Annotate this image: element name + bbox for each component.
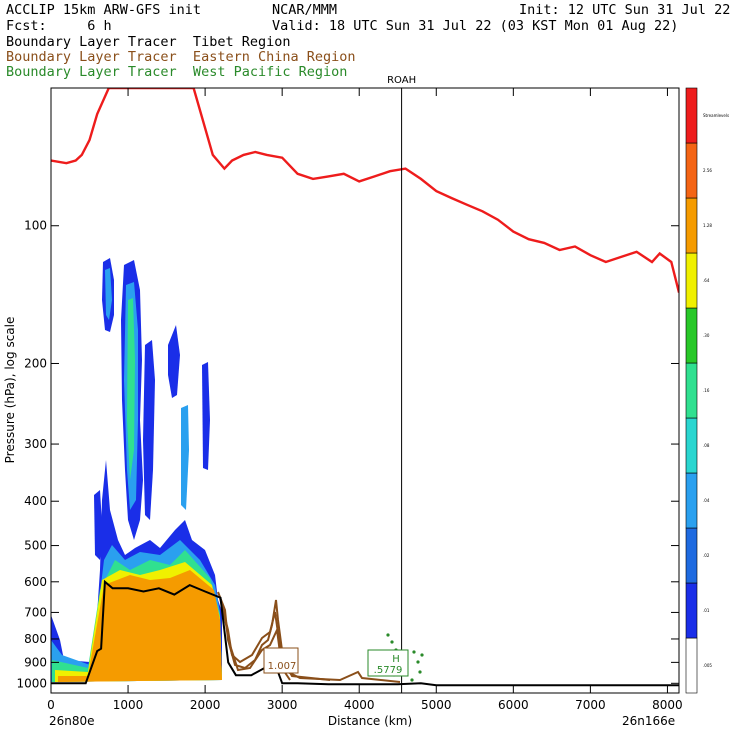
colorbar-swatch	[685, 637, 698, 694]
valid-time: Valid: 18 UTC Sun 31 Jul 22 (03 KST Mon …	[272, 18, 679, 34]
colorbar-level-label: .30	[703, 333, 710, 338]
colorbar-swatch	[685, 197, 698, 254]
colorbar-swatch	[685, 362, 698, 419]
terrain-line	[51, 579, 679, 687]
colorbar: .005 .01 .02 .04 .08 .16 .30 .64 1.28 2.56 Streaml…	[685, 87, 729, 694]
colorbar-swatch	[685, 252, 698, 309]
y-axis-label: Pressure (hPa), log scale	[3, 317, 17, 464]
y-tick-label: 900	[24, 655, 47, 669]
colorbar-swatch	[685, 87, 698, 144]
x-tick-label: 8000	[652, 698, 683, 712]
tracer-shading	[51, 258, 222, 682]
colorbar-swatch	[685, 142, 698, 199]
colorbar-swatch	[685, 307, 698, 364]
init-time: Init: 12 UTC Sun 31 Jul 22	[519, 2, 731, 18]
x-tick-label: 4000	[344, 698, 375, 712]
annotation-west-pacific-h: H	[392, 654, 400, 665]
tracer-label-west-pacific: Boundary Layer Tracer West Pacific Regio…	[6, 64, 348, 80]
start-location-label: 26n80e	[49, 714, 95, 728]
y-axis-ticks: 100 200 300 400 500 600 700 800 900 1000	[16, 219, 679, 690]
x-axis-label: Distance (km)	[328, 714, 412, 728]
colorbar-swatch	[685, 527, 698, 584]
x-tick-label: 0	[47, 698, 55, 712]
colorbar-level-label: .04	[703, 498, 710, 503]
end-location-label: 26n166e	[622, 714, 675, 728]
annotation-eastern-china-value: 1.007	[268, 661, 297, 672]
model-title: ACCLIP 15km ARW-GFS init	[6, 2, 202, 18]
tracer-label-tibet: Boundary Layer Tracer Tibet Region	[6, 34, 291, 50]
x-tick-label: 7000	[575, 698, 606, 712]
y-tick-label: 700	[24, 605, 47, 619]
annotation-box-west-pacific: H .5779	[367, 649, 409, 677]
colorbar-swatch	[685, 417, 698, 474]
y-tick-label: 300	[24, 437, 47, 451]
colorbar-swatch	[685, 582, 698, 639]
y-tick-label: 400	[24, 494, 47, 508]
colorbar-swatch	[685, 472, 698, 529]
y-tick-label: 600	[24, 575, 47, 589]
org-label: NCAR/MMM	[272, 2, 338, 18]
y-tick-label: 200	[24, 356, 47, 370]
colorbar-level-label: .64	[703, 278, 710, 283]
x-tick-label: 3000	[267, 698, 298, 712]
x-tick-label: 2000	[190, 698, 221, 712]
y-tick-label: 800	[24, 632, 47, 646]
y-tick-label: 500	[24, 539, 47, 553]
tracer-label-eastern-china: Boundary Layer Tracer Eastern China Regi…	[6, 49, 356, 65]
colorbar-level-label: .08	[703, 443, 710, 448]
colorbar-level-label: 2.56	[703, 168, 712, 173]
x-tick-label: 6000	[498, 698, 529, 712]
x-tick-label: 5000	[421, 698, 452, 712]
colorbar-level-label: .01	[703, 608, 710, 613]
annotation-west-pacific-value: .5779	[374, 665, 403, 676]
colorbar-level-label: 1.28	[703, 223, 712, 228]
annotation-box-eastern-china: 1.007	[263, 647, 299, 674]
roah-marker-label: ROAH	[387, 75, 416, 86]
colorbar-level-label: .02	[703, 553, 710, 558]
tropopause-line	[51, 88, 679, 293]
y-tick-label: 1000	[16, 676, 47, 690]
colorbar-level-label: .16	[703, 388, 710, 393]
x-tick-label: 1000	[113, 698, 144, 712]
x-axis-ticks: 0 1000 2000 3000 4000 5000 6000 7000 8000	[47, 88, 683, 712]
colorbar-level-label: Streamlevels	[703, 113, 729, 118]
colorbar-level-label: .005	[703, 663, 712, 668]
y-tick-label: 100	[24, 219, 47, 233]
plot-frame	[50, 87, 680, 694]
forecast-hour: Fcst: 6 h	[6, 18, 112, 34]
